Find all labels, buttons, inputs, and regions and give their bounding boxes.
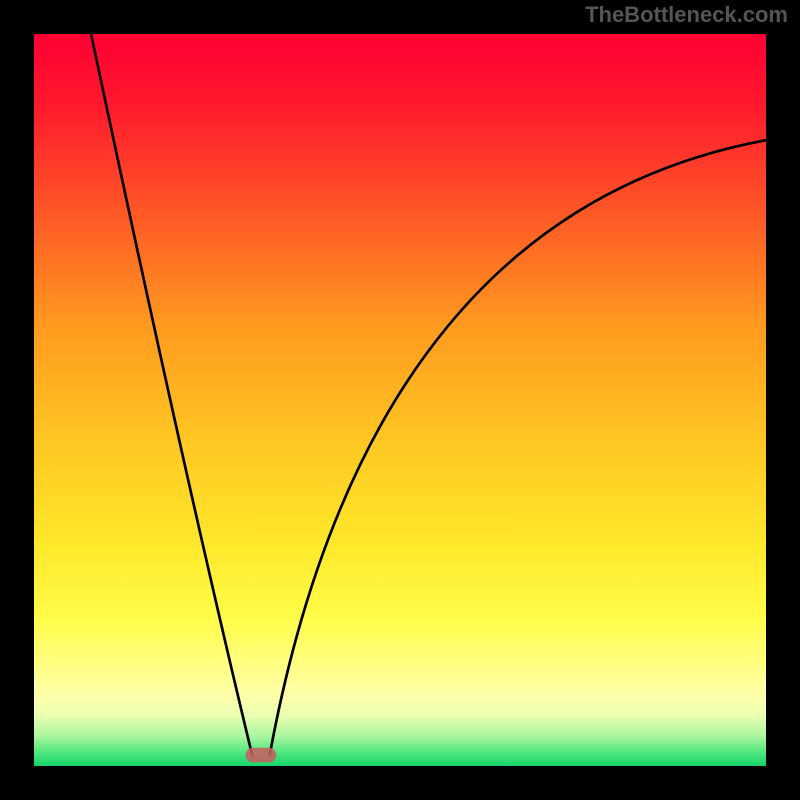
min-marker <box>246 748 277 763</box>
chart-container: TheBottleneck.com <box>0 0 800 800</box>
chart-svg <box>0 0 800 800</box>
watermark-text: TheBottleneck.com <box>585 2 788 28</box>
plot-area <box>34 34 766 766</box>
